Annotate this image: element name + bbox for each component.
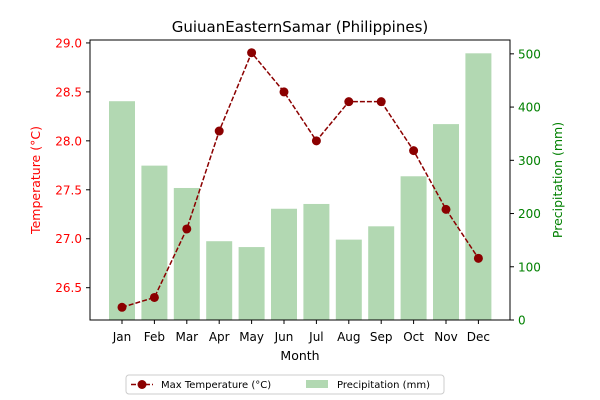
precipitation-bar-dec — [465, 53, 492, 320]
y-right-tick-label: 500 — [518, 47, 541, 61]
x-axis: Jan Feb Mar Apr May Jun Jul Aug Sep Oct Nov Dec — [112, 320, 490, 344]
legend-precipitation-swatch — [306, 380, 328, 388]
y-left-tick-label: 27.0 — [55, 232, 82, 246]
temperature-point-jun — [279, 87, 289, 97]
legend-box — [125, 374, 445, 395]
x-tick-label-jan: Jan — [112, 330, 132, 344]
x-tick-label-feb: Feb — [144, 330, 165, 344]
temperature-series-line — [121, 51, 480, 308]
temperature-point-jul — [311, 136, 321, 146]
temperature-point-apr — [214, 126, 224, 136]
x-axis-label: Month — [280, 348, 319, 363]
plot-frame — [89, 39, 511, 321]
x-tick-label-jul: Jul — [308, 330, 323, 344]
precipitation-bar-jun — [271, 208, 297, 320]
temperature-point-oct — [409, 146, 419, 156]
y-left-tick-label: 26.5 — [55, 281, 82, 295]
x-tick-label-may: May — [239, 330, 264, 344]
precipitation-bar-aug — [335, 239, 362, 320]
x-tick-label-apr: Apr — [209, 330, 230, 344]
precipitation-bar-apr — [206, 241, 233, 320]
temperature-point-feb — [149, 292, 159, 302]
x-tick-label-aug: Aug — [337, 330, 360, 344]
precipitation-bars — [109, 53, 492, 320]
x-tick-label-nov: Nov — [434, 330, 457, 344]
y-right-tick-label: 100 — [518, 260, 541, 274]
x-tick-label-dec: Dec — [467, 330, 490, 344]
precipitation-bar-may — [238, 247, 265, 320]
temperature-point-may — [247, 48, 257, 58]
y-right-tick-label: 200 — [518, 207, 541, 221]
precipitation-bar-jan — [109, 101, 135, 320]
y-right-tick-label: 400 — [518, 101, 541, 115]
precipitation-bar-jul — [303, 203, 330, 320]
temperature-line — [117, 48, 483, 312]
temperature-point-mar — [182, 224, 192, 234]
precipitation-bar-oct — [400, 176, 427, 320]
chart-title: GuiuanEasternSamar (Philippines) — [172, 18, 428, 36]
y-axis-right: 0 100 200 300 400 500 — [510, 47, 541, 328]
y-axis-left-label: Temperature (°C) — [28, 126, 43, 235]
x-tick-label-jun: Jun — [274, 330, 294, 344]
temperature-point-nov — [441, 204, 451, 214]
precipitation-bar-sep — [368, 226, 395, 320]
temperature-point-sep — [376, 97, 386, 107]
y-axis-right-label: Precipitation (mm) — [550, 122, 565, 238]
temperature-point-aug — [344, 97, 354, 107]
y-right-tick-label: 300 — [518, 154, 541, 168]
x-tick-label-oct: Oct — [403, 330, 424, 344]
y-left-tick-label: 28.5 — [55, 85, 82, 99]
y-left-tick-label: 27.5 — [55, 183, 82, 197]
precipitation-bar-mar — [173, 187, 200, 320]
legend: Max Temperature (°C) Precipitation (mm) — [125, 374, 445, 395]
temperature-point-dec — [473, 253, 483, 263]
y-right-tick-label: 0 — [518, 314, 526, 328]
temperature-point-jan — [117, 302, 127, 312]
legend-precipitation-label: Precipitation (mm) — [337, 380, 430, 391]
x-tick-label-sep: Sep — [370, 330, 393, 344]
legend-temperature-label: Max Temperature (°C) — [161, 380, 271, 391]
y-left-tick-label: 29.0 — [55, 36, 82, 50]
y-axis-left: 26.5 27.0 27.5 28.0 28.5 29.0 — [55, 36, 90, 295]
x-tick-label-mar: Mar — [175, 330, 198, 344]
legend-temperature-marker — [137, 380, 147, 389]
y-left-tick-label: 28.0 — [55, 134, 82, 148]
